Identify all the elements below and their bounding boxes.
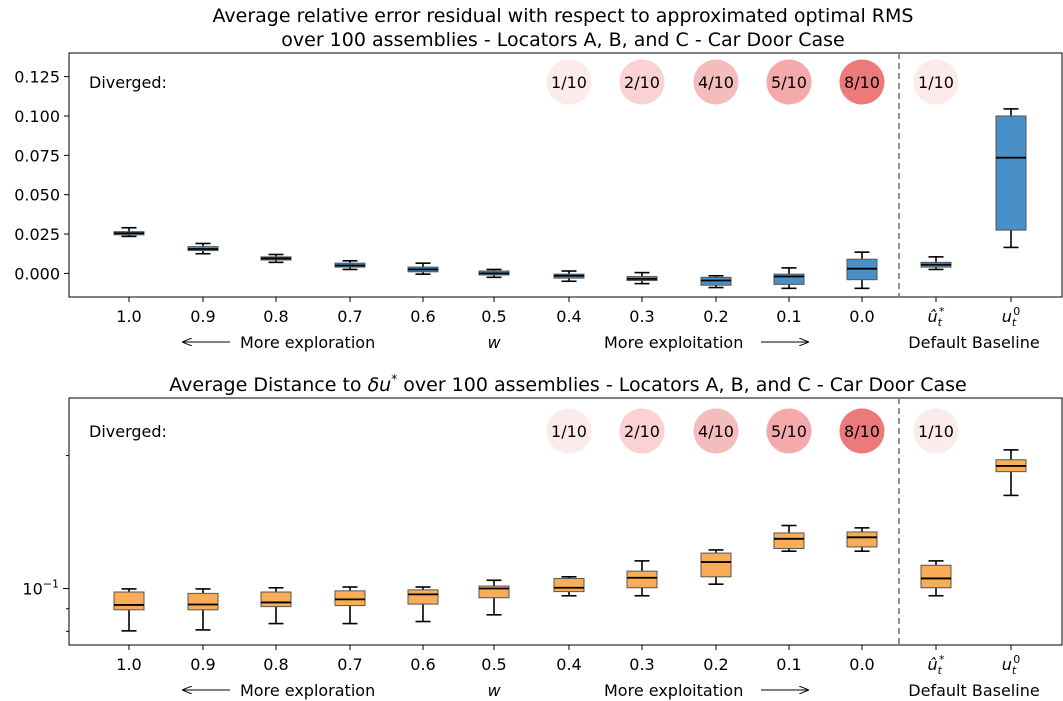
chart-top-title-line1: Average relative error residual with res… xyxy=(213,5,914,27)
chart-bottom-diverged-circle-1 xyxy=(619,408,665,454)
chart-bottom-title-symbol: δu xyxy=(368,374,392,396)
chart-top-ytick-label-2: 0.075 xyxy=(14,146,60,165)
chart-bottom-xlabel-more-exploration: More exploration xyxy=(240,681,375,700)
chart-top-xtick-label-12: ut0 xyxy=(1002,305,1020,329)
chart-bottom-xtick-label-0: 1.0 xyxy=(116,655,141,674)
chart-bottom-xtick-label-12: ut0 xyxy=(1002,653,1020,677)
chart-bottom-xlabel-more-exploitation: More exploitation xyxy=(604,681,743,700)
chart-bottom: Average Distance to δu* over 100 assembl… xyxy=(22,372,1063,700)
chart-top: Average relative error residual with res… xyxy=(14,5,1063,352)
chart-top-xtick-label-9: 0.1 xyxy=(776,307,801,326)
chart-bottom-diverged-value-4: 8/10 xyxy=(844,422,880,441)
chart-top-box-9 xyxy=(773,273,805,285)
chart-bottom-xlabel-w: w xyxy=(487,681,501,700)
chart-bottom-diverged-value-1: 2/10 xyxy=(624,422,660,441)
chart-bottom-xtick-label-8: 0.2 xyxy=(703,655,728,674)
chart-top-xlabel-more-exploration: More exploration xyxy=(240,333,375,352)
chart-top-plot-area: 0.125 0.100 0.075 0.050 0.025 0.000 1.0 0.9 0.8 0… xyxy=(14,52,1063,329)
chart-bottom-diverged-circle-0 xyxy=(546,408,592,454)
chart-bottom-title-prefix: Average Distance to xyxy=(169,374,367,396)
chart-top-xlabel-more-exploitation: More exploitation xyxy=(604,333,743,352)
chart-top-diverged-value-0: 1/10 xyxy=(551,73,587,92)
chart-bottom-ytick-label: 10−1 xyxy=(22,578,59,599)
chart-top-diverged-value-2: 4/10 xyxy=(698,73,734,92)
chart-top-diverged-circle-5 xyxy=(913,59,959,105)
chart-top-xtick-label-0: 1.0 xyxy=(116,307,141,326)
chart-bottom-diverged-value-5: 1/10 xyxy=(918,422,954,441)
chart-bottom-xlabel-default-baseline: Default Baseline xyxy=(908,681,1039,700)
chart-bottom-box-9 xyxy=(773,532,805,550)
chart-bottom-diverged-value-0: 1/10 xyxy=(551,422,587,441)
chart-top-xtick-label-4: 0.6 xyxy=(410,307,435,326)
chart-bottom-title: Average Distance to δu* over 100 assembl… xyxy=(169,372,966,396)
chart-top-xlabel-default-baseline: Default Baseline xyxy=(908,333,1039,352)
chart-top-diverged-circle-1 xyxy=(619,59,665,105)
chart-top-ytick-label-5: 0.000 xyxy=(14,264,60,283)
chart-top-box-12 xyxy=(995,115,1027,231)
chart-top-frame xyxy=(68,52,1063,298)
chart-top-xtick-label-8: 0.2 xyxy=(703,307,728,326)
chart-top-title-line2: over 100 assemblies - Locators A, B, and… xyxy=(281,29,844,51)
chart-bottom-xtick-label-11: ût* xyxy=(928,653,945,677)
chart-top-diverged-value-1: 2/10 xyxy=(624,73,660,92)
chart-bottom-box-0 xyxy=(113,591,145,611)
chart-top-diverged-circle-4 xyxy=(839,59,885,105)
chart-bottom-box-1 xyxy=(187,592,219,611)
chart-bottom-diverged-circle-2 xyxy=(693,408,739,454)
chart-bottom-box-6 xyxy=(553,577,585,593)
chart-top-xlabel-w: w xyxy=(487,333,501,352)
chart-bottom-diverged-circle-3 xyxy=(766,408,812,454)
chart-bottom-xtick-label-1: 0.9 xyxy=(190,655,215,674)
chart-top-xtick-label-10: 0.0 xyxy=(849,307,874,326)
chart-bottom-box-5 xyxy=(478,585,510,599)
chart-bottom-box-3 xyxy=(334,590,366,607)
chart-bottom-title-suffix: over 100 assemblies - Locators A, B, and… xyxy=(397,374,967,396)
chart-top-ytick-label-0: 0.125 xyxy=(14,68,60,87)
chart-top-xtick-label-7: 0.3 xyxy=(629,307,654,326)
chart-bottom-xtick-label-9: 0.1 xyxy=(776,655,801,674)
chart-bottom-diverged-circle-5 xyxy=(913,408,959,454)
chart-bottom-diverged-circle-4 xyxy=(839,408,885,454)
chart-bottom-box-7 xyxy=(626,570,658,589)
chart-top-xtick-label-5: 0.5 xyxy=(481,307,506,326)
chart-top-xtick-label-1: 0.9 xyxy=(190,307,215,326)
chart-top-ytick-label-3: 0.050 xyxy=(14,186,60,205)
chart-top-xtick-label-2: 0.8 xyxy=(263,307,288,326)
chart-bottom-box-2 xyxy=(260,591,292,608)
chart-bottom-plot-area: 10−1 1.0 0.9 0.8 0.7 0.6 0.5 0.4 0.3 0.2 0.1 0.0 ût*… xyxy=(22,397,1063,677)
chart-bottom-xtick-label-2: 0.8 xyxy=(263,655,288,674)
chart-bottom-title-sup: * xyxy=(391,372,397,386)
chart-bottom-diverged-value-2: 4/10 xyxy=(698,422,734,441)
chart-bottom-box-10 xyxy=(846,531,878,548)
chart-top-xtick-label-3: 0.7 xyxy=(337,307,362,326)
chart-top-diverged-circle-3 xyxy=(766,59,812,105)
chart-top-xtick-label-6: 0.4 xyxy=(556,307,581,326)
chart-top-diverged-value-4: 8/10 xyxy=(844,73,880,92)
chart-top-xtick-label-11: ût* xyxy=(928,305,945,329)
chart-bottom-xtick-label-7: 0.3 xyxy=(629,655,654,674)
chart-bottom-xtick-label-4: 0.6 xyxy=(410,655,435,674)
chart-bottom-xtick-label-3: 0.7 xyxy=(337,655,362,674)
chart-bottom-diverged-value-3: 5/10 xyxy=(771,422,807,441)
chart-top-diverged-value-5: 1/10 xyxy=(918,73,954,92)
chart-bottom-frame xyxy=(68,397,1063,646)
chart-top-diverged-circle-0 xyxy=(546,59,592,105)
chart-bottom-xtick-label-6: 0.4 xyxy=(556,655,581,674)
chart-top-diverged-circle-2 xyxy=(693,59,739,105)
chart-bottom-xtick-label-5: 0.5 xyxy=(481,655,506,674)
chart-bottom-xtick-label-10: 0.0 xyxy=(849,655,874,674)
chart-bottom-box-8 xyxy=(700,552,732,578)
chart-bottom-diverged-label: Diverged: xyxy=(89,422,167,441)
chart-top-diverged-value-3: 5/10 xyxy=(771,73,807,92)
chart-bottom-box-4 xyxy=(407,589,439,605)
chart-bottom-box-11 xyxy=(920,564,952,589)
chart-top-diverged-label: Diverged: xyxy=(89,73,167,92)
chart-top-ytick-label-4: 0.025 xyxy=(14,225,60,244)
chart-top-ytick-label-1: 0.100 xyxy=(14,107,60,126)
